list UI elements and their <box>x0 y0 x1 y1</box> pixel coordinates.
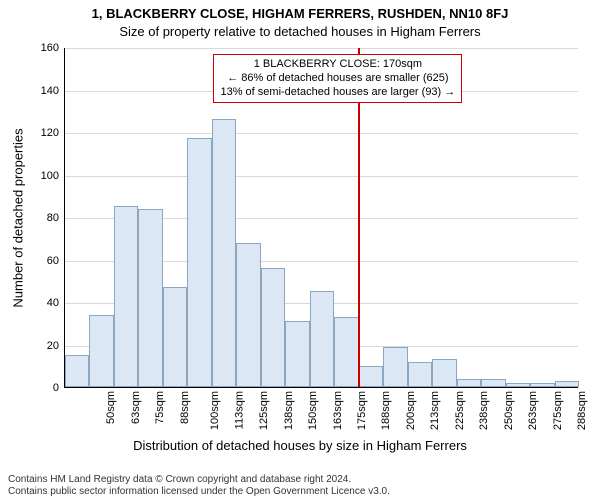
annotation-line: 1 BLACKBERRY CLOSE: 170sqm <box>220 58 455 72</box>
histogram-bar <box>285 321 309 387</box>
histogram-bar <box>359 366 383 387</box>
grid-line <box>65 133 578 134</box>
x-tick-label: 175sqm <box>356 391 368 430</box>
y-tick-label: 120 <box>41 127 65 139</box>
x-tick-label: 238sqm <box>479 391 491 430</box>
y-tick-label: 60 <box>47 255 65 267</box>
y-tick-label: 40 <box>47 297 65 309</box>
footer-line-2: Contains public sector information licen… <box>8 486 390 498</box>
histogram-bar <box>432 359 456 387</box>
x-tick-label: 250sqm <box>503 391 515 430</box>
x-tick-label: 188sqm <box>381 391 393 430</box>
x-tick-label: 213sqm <box>430 391 442 430</box>
y-tick-label: 80 <box>47 212 65 224</box>
chart-subtitle: Size of property relative to detached ho… <box>0 24 600 39</box>
histogram-bar <box>457 379 481 388</box>
x-tick-label: 113sqm <box>233 391 245 429</box>
x-tick-label: 88sqm <box>179 391 191 424</box>
x-tick-label: 75sqm <box>154 391 166 424</box>
x-tick-label: 275sqm <box>552 391 564 430</box>
y-tick-label: 160 <box>41 42 65 54</box>
histogram-bar <box>408 362 432 388</box>
x-tick-label: 200sqm <box>405 391 417 430</box>
histogram-bar <box>530 383 554 387</box>
histogram-bar <box>383 347 407 387</box>
footer-line-1: Contains HM Land Registry data © Crown c… <box>8 474 390 486</box>
annotation-line: 13% of semi-detached houses are larger (… <box>220 86 455 100</box>
x-tick-label: 63sqm <box>130 391 142 424</box>
footer-attribution: Contains HM Land Registry data © Crown c… <box>8 474 390 498</box>
annotation-box: 1 BLACKBERRY CLOSE: 170sqm← 86% of detac… <box>213 54 462 103</box>
histogram-bar <box>187 138 211 387</box>
y-tick-label: 20 <box>47 340 65 352</box>
annotation-line: ← 86% of detached houses are smaller (62… <box>220 72 455 86</box>
y-tick-label: 0 <box>53 382 65 394</box>
x-tick-label: 225sqm <box>454 391 466 430</box>
x-tick-label: 50sqm <box>105 391 117 424</box>
chart-title: 1, BLACKBERRY CLOSE, HIGHAM FERRERS, RUS… <box>0 6 600 21</box>
chart-container: 1, BLACKBERRY CLOSE, HIGHAM FERRERS, RUS… <box>0 0 600 500</box>
grid-line <box>65 176 578 177</box>
x-tick-label: 138sqm <box>283 391 295 430</box>
x-tick-label: 163sqm <box>332 391 344 430</box>
histogram-bar <box>163 287 187 387</box>
histogram-bar <box>481 379 505 388</box>
grid-line <box>65 48 578 49</box>
histogram-bar <box>114 206 138 387</box>
x-tick-label: 150sqm <box>307 391 319 430</box>
y-tick-label: 100 <box>41 170 65 182</box>
histogram-bar <box>506 383 530 387</box>
x-axis-label: Distribution of detached houses by size … <box>0 438 600 453</box>
x-tick-label: 125sqm <box>258 391 270 430</box>
histogram-bar <box>89 315 113 387</box>
y-axis-label: Number of detached properties <box>11 128 26 307</box>
histogram-bar <box>555 381 579 387</box>
histogram-bar <box>212 119 236 387</box>
x-tick-label: 288sqm <box>576 391 588 430</box>
histogram-bar <box>65 355 89 387</box>
histogram-bar <box>236 243 260 388</box>
histogram-bar <box>138 209 162 388</box>
x-tick-label: 263sqm <box>527 391 539 430</box>
plot-area: 02040608010012014016050sqm63sqm75sqm88sq… <box>64 48 578 388</box>
x-tick-label: 100sqm <box>209 391 221 430</box>
histogram-bar <box>261 268 285 387</box>
histogram-bar <box>334 317 358 387</box>
y-tick-label: 140 <box>41 85 65 97</box>
histogram-bar <box>310 291 334 387</box>
